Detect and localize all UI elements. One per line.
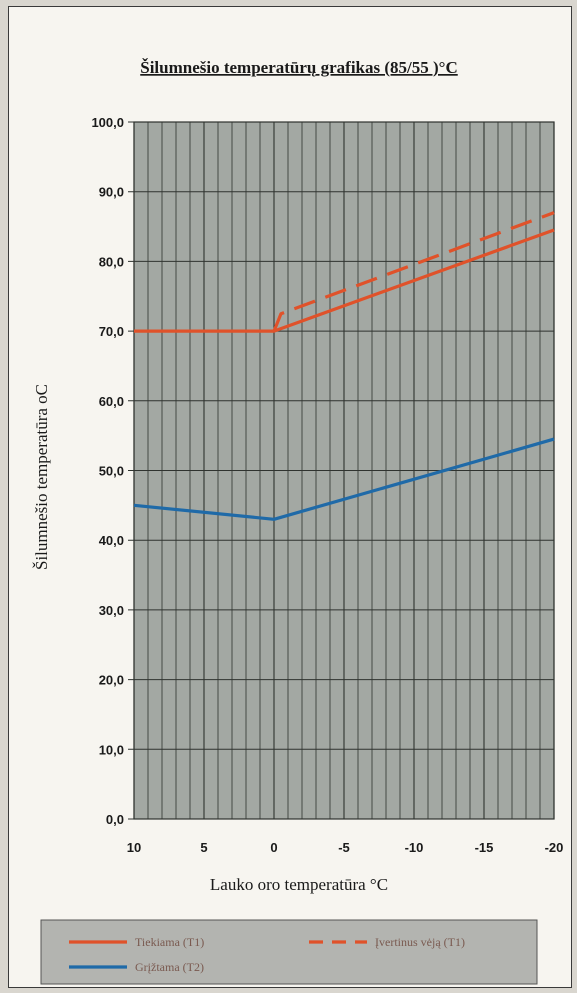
legend: Tiekiama (T1) Įvertinus vėją (T1) Grįžtama… — [40, 919, 538, 985]
y-tick-label: 20,0 — [99, 673, 124, 688]
y-axis-label: Šilumnešio temperatūra oC — [32, 384, 51, 570]
x-tick-label: -15 — [475, 840, 494, 855]
legend-box — [40, 919, 538, 985]
y-tick-label: 40,0 — [99, 533, 124, 548]
chart-title: Šilumnešio temperatūrų grafikas (85/55 )… — [140, 58, 458, 77]
y-tick-label: 10,0 — [99, 742, 124, 757]
series-line — [272, 211, 555, 332]
y-tick-label: 90,0 — [99, 185, 124, 200]
legend-label: Įvertinus vėją (T1) — [375, 935, 465, 949]
x-tick-label: -10 — [405, 840, 424, 855]
x-tick-label: 5 — [200, 840, 207, 855]
series-line — [133, 437, 555, 521]
y-tick-label: 60,0 — [99, 394, 124, 409]
legend-label: Grįžtama (T2) — [135, 960, 204, 974]
y-tick-labels: 0,0 10,0 20,0 30,0 40,0 50,0 60,0 70,0 80,0 90,0 1… — [91, 115, 124, 827]
y-tick-label: 100,0 — [91, 115, 124, 130]
legend-label: Tiekiama (T1) — [135, 935, 204, 949]
x-tick-label: -20 — [545, 840, 564, 855]
temperature-chart: Šilumnešio temperatūrų grafikas (85/55 )… — [32, 58, 564, 985]
x-tick-labels: 10 5 0 -5 -10 -15 -20 — [127, 840, 564, 855]
chart-page: Šilumnešio temperatūrų grafikas (85/55 )… — [8, 6, 572, 988]
y-tick-label: 50,0 — [99, 464, 124, 479]
y-tick-label: 30,0 — [99, 603, 124, 618]
x-tick-label: 10 — [127, 840, 141, 855]
y-tick-label: 0,0 — [106, 812, 124, 827]
grid-lines — [128, 121, 555, 820]
x-axis-label: Lauko oro temperatūra °C — [210, 875, 388, 894]
x-tick-label: 0 — [270, 840, 277, 855]
series-lines — [133, 211, 555, 521]
y-tick-label: 70,0 — [99, 324, 124, 339]
x-tick-label: -5 — [338, 840, 350, 855]
y-tick-label: 80,0 — [99, 254, 124, 269]
